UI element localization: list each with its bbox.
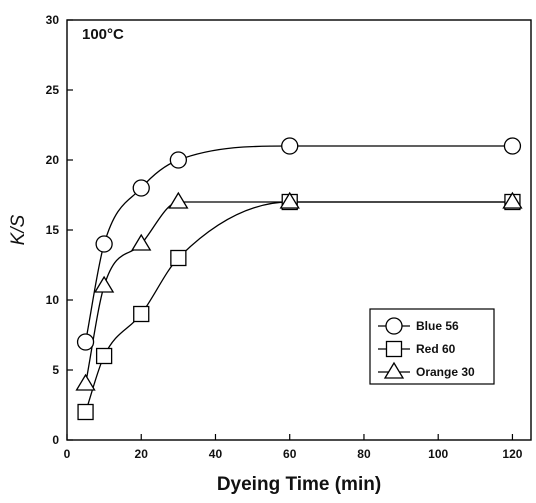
y-tick-label: 25 <box>46 83 60 97</box>
x-axis: 0 20 40 60 80 100 120 <box>64 434 523 461</box>
x-tick-label: 100 <box>428 447 448 461</box>
x-tick-label: 120 <box>502 447 522 461</box>
data-point-square <box>95 347 113 365</box>
y-tick-label: 0 <box>52 433 59 447</box>
x-axis-title: Dyeing Time (min) <box>217 474 381 495</box>
data-point-square <box>77 403 94 421</box>
legend-marker-triangle <box>383 361 405 379</box>
data-point-triangle <box>131 233 152 251</box>
y-tick-label: 20 <box>46 153 60 167</box>
data-point-circle <box>132 179 150 197</box>
y-tick-label: 5 <box>52 363 59 377</box>
legend-label: Red 60 <box>416 342 456 356</box>
legend-label: Orange 30 <box>416 365 475 379</box>
data-point-circle <box>503 137 522 155</box>
legend-marker-square <box>385 340 403 358</box>
y-tick-label: 15 <box>46 223 60 237</box>
y-tick-label: 30 <box>46 13 60 27</box>
data-point-circle <box>76 333 95 351</box>
series-markers <box>75 137 523 421</box>
x-tick-label: 60 <box>283 447 297 461</box>
data-point-circle <box>281 137 299 155</box>
legend: Blue 56 Red 60 Orange 30 <box>369 308 495 385</box>
legend-label: Blue 56 <box>416 319 459 333</box>
data-point-triangle <box>75 373 96 391</box>
x-tick-label: 0 <box>64 447 71 461</box>
x-tick-label: 40 <box>209 447 223 461</box>
data-point-triangle <box>168 191 189 209</box>
legend-marker-circle <box>385 317 403 335</box>
data-point-triangle <box>279 191 300 209</box>
annotation-temperature: 100°C <box>82 26 124 43</box>
x-tick-label: 20 <box>135 447 149 461</box>
y-axis-title: K/S <box>8 214 29 245</box>
data-point-square <box>170 249 187 267</box>
x-tick-label: 80 <box>357 447 371 461</box>
data-point-circle <box>95 235 113 253</box>
data-point-triangle <box>502 191 523 209</box>
data-point-triangle <box>93 275 115 293</box>
data-point-circle <box>169 151 188 169</box>
y-tick-label: 10 <box>46 293 60 307</box>
data-point-square <box>133 305 150 323</box>
y-axis: 0 5 10 15 20 25 30 <box>46 13 73 447</box>
